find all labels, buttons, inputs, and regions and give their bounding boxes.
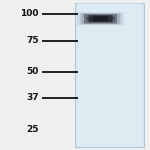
Text: 25: 25 xyxy=(27,124,39,134)
FancyBboxPatch shape xyxy=(77,12,124,25)
Text: 50: 50 xyxy=(27,68,39,76)
FancyBboxPatch shape xyxy=(93,16,108,21)
FancyBboxPatch shape xyxy=(81,13,120,24)
FancyBboxPatch shape xyxy=(87,17,114,21)
FancyBboxPatch shape xyxy=(88,15,112,22)
Text: 100: 100 xyxy=(21,9,39,18)
Text: 75: 75 xyxy=(26,36,39,45)
Text: 37: 37 xyxy=(26,93,39,102)
Bar xyxy=(78,3,141,147)
FancyBboxPatch shape xyxy=(84,14,117,23)
Bar xyxy=(75,3,144,147)
